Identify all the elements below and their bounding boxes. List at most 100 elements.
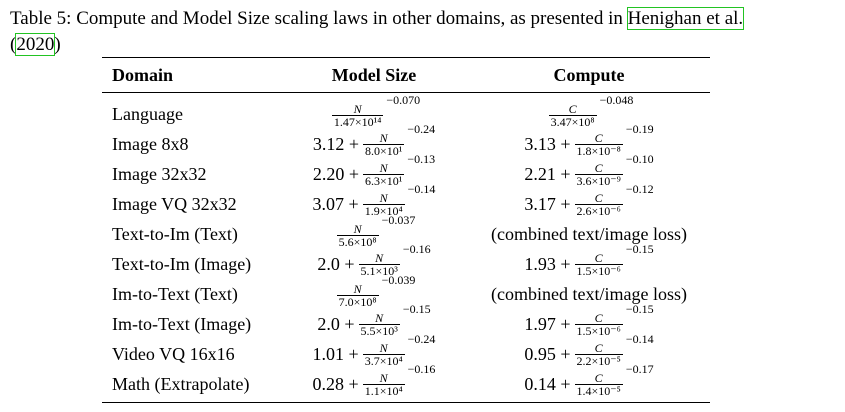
expr-offset: 0.95 + xyxy=(524,343,571,364)
expr-offset: 3.13 + xyxy=(524,133,571,154)
domain-cell: Im-to-Text (Text) xyxy=(112,283,238,304)
expr-fraction: N 1.9×10⁴ xyxy=(362,190,405,218)
expr-fraction: C 2.2×10⁻⁵ xyxy=(574,342,623,368)
scaling-expression: 1.93 + C 1.5×10⁻⁶ −0.15 xyxy=(524,242,653,278)
table-row: Text-to-Im (Text) N 5.6×10⁸ −0.037 (combined… xyxy=(102,213,710,249)
expr-exponent: −0.039 xyxy=(381,273,416,288)
compute-cell: (combined text/image loss) xyxy=(491,223,687,244)
citation-open-paren: ( xyxy=(10,34,17,55)
fraction-numerator: C xyxy=(594,310,603,325)
expr-fraction: C 3.6×10⁻⁹ xyxy=(574,162,623,188)
model-size-cell: 1.01 + N 3.7×10⁴ −0.24 xyxy=(280,332,468,368)
expr-fraction: N 1.1×10⁴ xyxy=(362,370,405,397)
scaling-expression: 0.95 + C 2.2×10⁻⁵ −0.14 xyxy=(524,332,653,368)
fraction-denominator: 1.9×10⁴ xyxy=(362,203,405,218)
expr-exponent: −0.13 xyxy=(407,151,436,166)
expr-exponent: −0.037 xyxy=(381,213,416,228)
fraction-numerator: N xyxy=(353,222,362,237)
table-row: Image 32x32 2.20 + N 6.3×10¹ −0.13 2.21 + C 3.6… xyxy=(102,152,710,189)
fraction-denominator: 3.7×10⁴ xyxy=(362,353,405,368)
table-row: Language N 1.47×10¹⁴ −0.070 C 3.47×10⁸ −0.048 xyxy=(102,93,710,130)
model-size-cell: 3.07 + N 1.9×10⁴ −0.14 xyxy=(280,182,468,218)
fraction-numerator: N xyxy=(353,282,362,297)
caption-text: Table 5: Compute and Model Size scaling … xyxy=(10,8,628,29)
domain-cell: Im-to-Text (Image) xyxy=(112,313,252,334)
fraction-numerator: N xyxy=(379,160,388,175)
fraction-denominator: 5.5×10³ xyxy=(358,323,400,338)
table-row: Math (Extrapolate) 0.28 + N 1.1×10⁴ −0.16 0.1… xyxy=(102,362,710,399)
expr-fraction: C 3.47×10⁸ xyxy=(548,103,597,128)
expr-exponent: −0.16 xyxy=(402,241,431,256)
model-size-cell: N 5.6×10⁸ −0.037 xyxy=(280,213,468,248)
expr-offset: 3.17 + xyxy=(524,193,571,214)
fraction-denominator: 3.6×10⁻⁹ xyxy=(574,173,623,188)
expr-fraction: C 1.5×10⁻⁶ xyxy=(574,250,623,278)
model-size-cell: 3.12 + N 8.0×10¹ −0.24 xyxy=(280,122,468,157)
expr-exponent: −0.16 xyxy=(407,361,436,376)
scaling-expression: N 7.0×10⁸ −0.039 xyxy=(333,273,415,310)
scaling-expression: 3.17 + C 2.6×10⁻⁶ −0.12 xyxy=(524,182,653,218)
scaling-expression: N 1.47×10¹⁴ −0.070 xyxy=(328,93,420,130)
expr-fraction: N 5.5×10³ xyxy=(358,310,400,338)
fraction-numerator: C xyxy=(594,250,603,265)
fraction-denominator: 7.0×10⁸ xyxy=(336,295,379,310)
model-size-cell: N 1.47×10¹⁴ −0.070 xyxy=(280,93,468,130)
expr-exponent: −0.048 xyxy=(599,93,634,108)
expr-fraction: N 1.47×10¹⁴ xyxy=(331,103,384,130)
fraction-numerator: C xyxy=(594,190,603,205)
domain-cell: Video VQ 16x16 xyxy=(112,343,235,364)
scaling-expression: 2.0 + N 5.5×10³ −0.15 xyxy=(317,302,430,338)
compute-cell: (combined text/image loss) xyxy=(491,283,687,304)
expr-offset: 0.28 + xyxy=(312,373,359,394)
expr-fraction: C 1.4×10⁻⁵ xyxy=(574,370,623,397)
header-model-size: Model Size xyxy=(331,64,417,85)
compute-cell: 1.93 + C 1.5×10⁻⁶ −0.15 xyxy=(468,242,710,278)
fraction-denominator: 1.47×10¹⁴ xyxy=(331,115,384,130)
expr-exponent: −0.15 xyxy=(625,241,654,256)
expr-exponent: −0.19 xyxy=(625,121,654,136)
expr-offset: 2.0 + xyxy=(317,313,355,334)
fraction-denominator: 1.5×10⁻⁶ xyxy=(574,323,623,338)
domain-cell: Image VQ 32x32 xyxy=(112,193,237,214)
expr-fraction: N 6.3×10¹ xyxy=(363,160,405,187)
expr-fraction: N 5.6×10⁸ xyxy=(336,222,379,248)
domain-cell: Image 8x8 xyxy=(112,133,189,154)
table-row: Text-to-Im (Image) 2.0 + N 5.1×10³ −0.16 1.93… xyxy=(102,242,710,279)
expr-exponent: −0.15 xyxy=(625,301,654,316)
table-body: Language N 1.47×10¹⁴ −0.070 C 3.47×10⁸ −0.048 I… xyxy=(102,93,710,402)
compute-cell: 0.95 + C 2.2×10⁻⁵ −0.14 xyxy=(468,332,710,368)
domain-cell: Image 32x32 xyxy=(112,163,207,184)
compute-cell: C 3.47×10⁸ −0.048 xyxy=(468,93,710,128)
expr-exponent: −0.24 xyxy=(407,331,436,346)
expr-exponent: −0.14 xyxy=(625,331,654,346)
expr-offset: 1.93 + xyxy=(524,253,571,274)
table-row: Image VQ 32x32 3.07 + N 1.9×10⁴ −0.14 3.17 + C… xyxy=(102,182,710,219)
expr-fraction: C 1.5×10⁻⁶ xyxy=(574,310,623,338)
fraction-denominator: 1.5×10⁻⁶ xyxy=(574,263,623,278)
fraction-numerator: C xyxy=(594,130,603,145)
scaling-expression: 0.14 + C 1.4×10⁻⁵ −0.17 xyxy=(524,362,653,397)
domain-cell: Language xyxy=(112,103,183,124)
scaling-expression: 1.01 + N 3.7×10⁴ −0.24 xyxy=(313,332,436,368)
table-caption: Table 5: Compute and Model Size scaling … xyxy=(10,6,830,58)
expr-exponent: −0.15 xyxy=(402,301,431,316)
expr-offset: 2.21 + xyxy=(524,163,571,184)
expr-exponent: −0.10 xyxy=(625,151,654,166)
fraction-numerator: N xyxy=(379,370,388,385)
expr-offset: 3.07 + xyxy=(312,193,359,214)
fraction-denominator: 2.2×10⁻⁵ xyxy=(574,353,623,368)
fraction-numerator: N xyxy=(379,340,388,355)
model-size-cell: 2.0 + N 5.1×10³ −0.16 xyxy=(280,242,468,277)
scaling-expression: 1.97 + C 1.5×10⁻⁶ −0.15 xyxy=(524,302,653,338)
compute-cell: 0.14 + C 1.4×10⁻⁵ −0.17 xyxy=(468,362,710,397)
fraction-denominator: 2.6×10⁻⁶ xyxy=(574,203,623,218)
fraction-numerator: N xyxy=(375,310,384,325)
citation-link-year[interactable]: 2020 xyxy=(15,33,56,56)
scaling-expression: 3.12 + N 8.0×10¹ −0.24 xyxy=(313,122,435,157)
expr-offset: 1.97 + xyxy=(524,313,571,334)
expr-exponent: −0.14 xyxy=(407,181,436,196)
model-size-cell: 0.28 + N 1.1×10⁴ −0.16 xyxy=(280,362,468,397)
fraction-numerator: N xyxy=(379,190,388,205)
fraction-numerator: C xyxy=(594,370,603,385)
citation-link-authors[interactable]: Henighan et al. xyxy=(626,7,745,30)
